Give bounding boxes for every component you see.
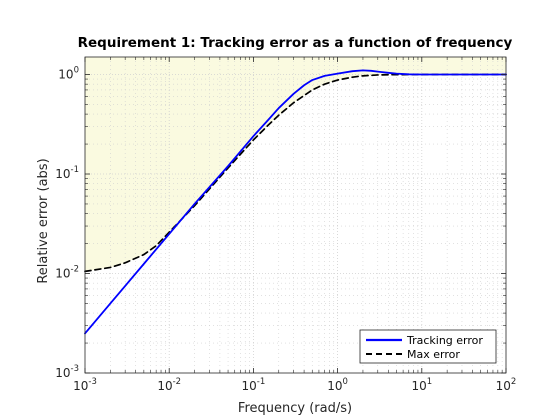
y-tick-label: 100 [58, 66, 79, 82]
x-tick-label: 10-1 [242, 377, 266, 393]
y-axis-label: Relative error (abs) [36, 158, 51, 283]
series-layer [84, 69, 507, 335]
axis-ticks: 10-3 10-2 10-1 100 101 102 10-3 10-2 10-1 100 [55, 57, 516, 393]
series-line-tracking-error [84, 69, 507, 335]
x-tick-label: 10-2 [157, 377, 181, 393]
plot-frame [84, 56, 507, 374]
y-tick-label: 10-1 [55, 165, 79, 181]
legend-box [359, 329, 497, 364]
legend[interactable]: Tracking error Max error [359, 329, 497, 364]
chart-title: Requirement 1: Tracking error as a funct… [78, 35, 513, 51]
shaded-region [85, 57, 506, 272]
x-axis-label: Frequency (rad/s) [238, 401, 352, 416]
y-tick-label: 10-2 [55, 265, 79, 281]
x-tick-label: 10-3 [73, 377, 97, 393]
grid [85, 57, 506, 373]
x-tick-label: 102 [496, 377, 517, 393]
legend-label-max-error: Max error [407, 348, 460, 361]
x-tick-label: 101 [411, 377, 432, 393]
y-tick-label: 10-3 [55, 364, 79, 380]
x-tick-label: 100 [327, 377, 348, 393]
legend-label-tracking-error: Tracking error [406, 334, 483, 347]
